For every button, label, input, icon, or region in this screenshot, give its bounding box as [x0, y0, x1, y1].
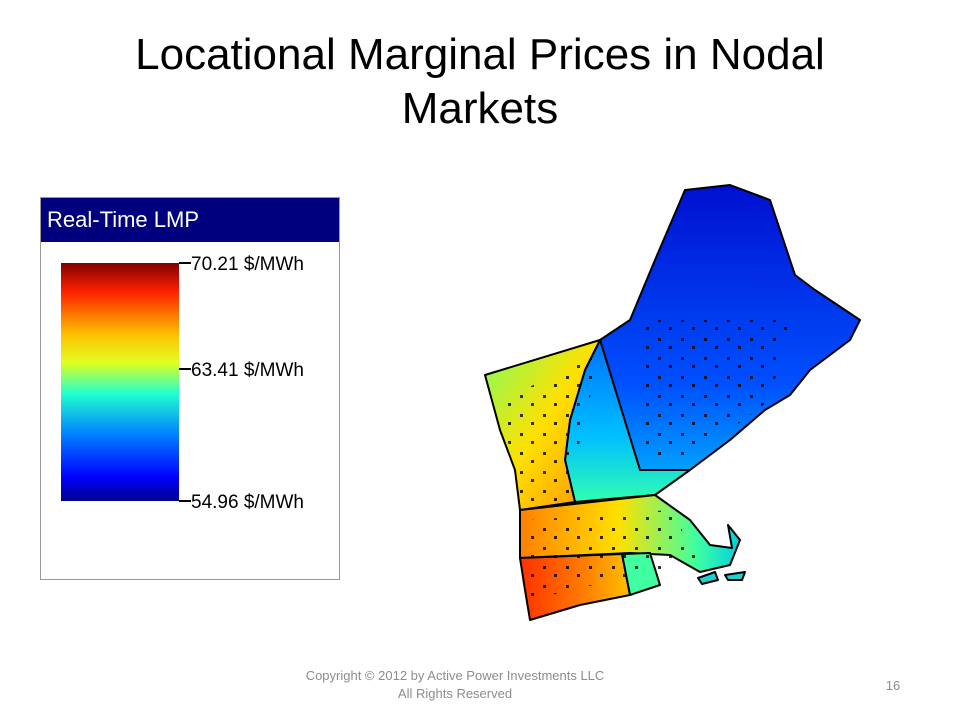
legend-label: 63.41 $/MWh	[191, 360, 304, 381]
islands	[697, 571, 746, 585]
legend-label: 70.21 $/MWh	[191, 254, 304, 275]
node-markers	[500, 320, 790, 600]
map	[484, 184, 861, 621]
rights: All Rights Reserved	[397, 686, 513, 701]
color-bar	[61, 263, 179, 501]
copyright: Copyright © 2012 by Active Power Investm…	[305, 668, 605, 683]
legend-title: Real-Time LMP	[41, 198, 339, 242]
legend: Real-Time LMP 70.21 $/MWh 63.41 $/MWh 54.9…	[40, 197, 340, 580]
page-number: 16	[885, 678, 901, 693]
legend-scale: 70.21 $/MWh 63.41 $/MWh 54.96 $/MWh	[61, 254, 304, 513]
slide-title: Locational Marginal Prices in Nodal Mark…	[135, 30, 825, 133]
legend-label: 54.96 $/MWh	[191, 492, 304, 513]
